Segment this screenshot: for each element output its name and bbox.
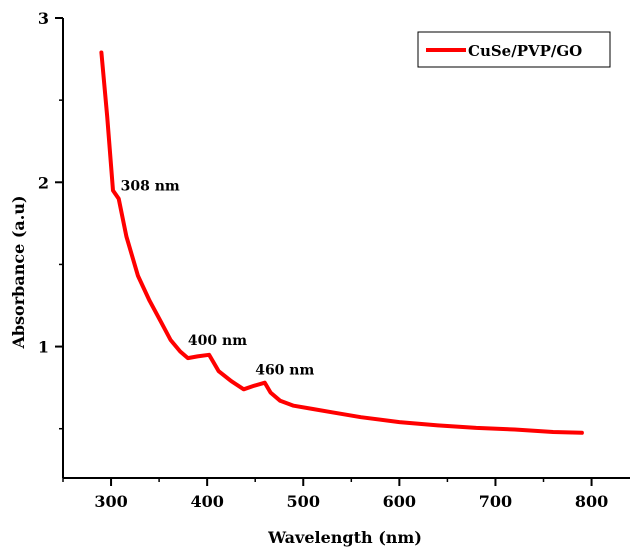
x-tick-label: 600 (383, 492, 416, 511)
chart-legend: CuSe/PVP/GO (417, 31, 611, 68)
chart-axes (62, 18, 630, 479)
legend-label: CuSe/PVP/GO (468, 42, 582, 60)
y-axis-title: Absorbance (a.u) (9, 195, 28, 349)
peak-annotation: 400 nm (188, 333, 247, 349)
chart-series (99, 50, 584, 435)
x-axis-title: Wavelength (nm) (267, 528, 422, 547)
x-tick-label: 700 (479, 492, 512, 511)
y-tick-label: 1 (38, 338, 49, 357)
chart-annotations: 308 nm 400 nm 460 nm (121, 179, 315, 379)
chart-ticks: 300 400 500 600 700 800 1 2 3 (38, 9, 608, 511)
y-tick-label: 2 (38, 173, 49, 192)
peak-annotation: 308 nm (121, 179, 180, 195)
x-tick-label: 300 (94, 492, 127, 511)
y-tick-label: 3 (38, 9, 49, 28)
x-tick-label: 400 (190, 492, 223, 511)
peak-annotation: 460 nm (255, 363, 314, 379)
x-tick-label: 800 (575, 492, 608, 511)
series-line-cuse-pvp-go (99, 50, 584, 435)
x-tick-label: 500 (287, 492, 320, 511)
